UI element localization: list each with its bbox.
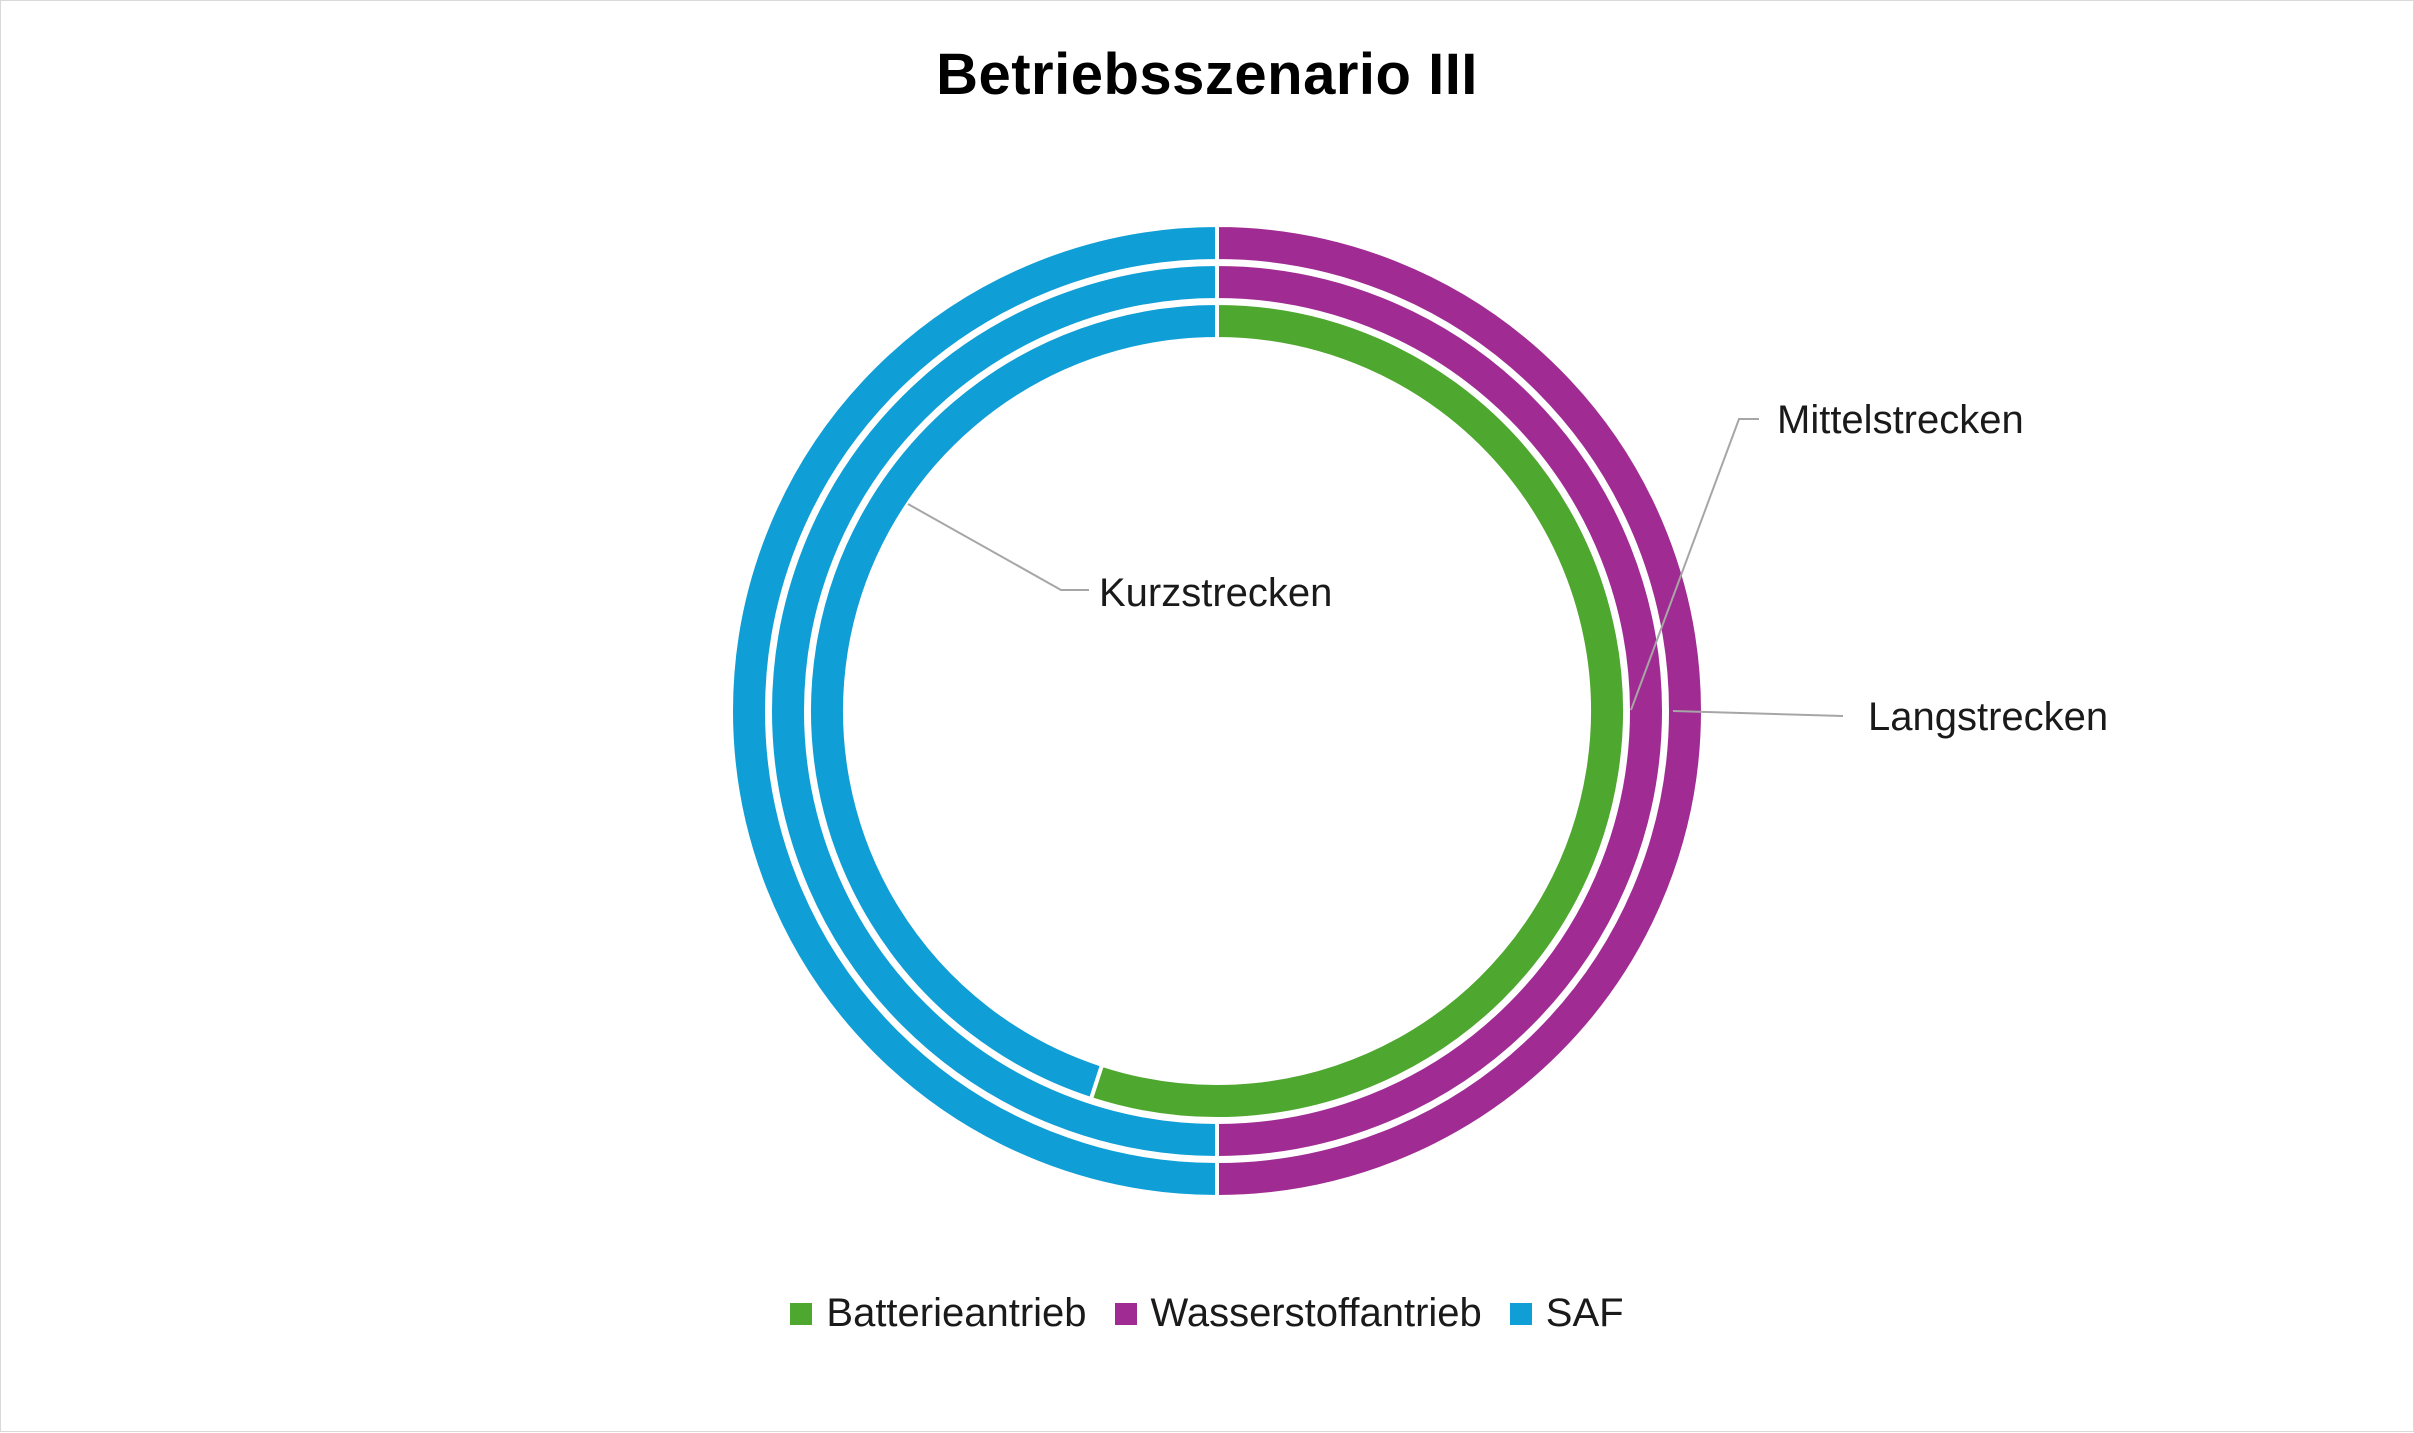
ring-label-langstrecken: Langstrecken bbox=[1868, 695, 2108, 739]
legend-swatch-wasserstoffantrieb bbox=[1114, 1302, 1137, 1325]
legend-swatch-batterieantrieb bbox=[790, 1302, 813, 1325]
leader-line-mittelstrecken bbox=[1630, 418, 1759, 711]
legend-label-saf: SAF bbox=[1545, 1291, 1624, 1335]
chart-legend: Batterieantrieb Wasserstoffantrieb SAF bbox=[1, 1291, 2413, 1336]
ring-label-mittelstrecken: Mittelstrecken bbox=[1777, 398, 2024, 442]
leader-line-langstrecken bbox=[1672, 710, 1844, 717]
legend-item-saf: SAF bbox=[1509, 1291, 1624, 1336]
legend-label-batterieantrieb: Batterieantrieb bbox=[826, 1291, 1087, 1335]
legend-item-batterieantrieb: Batterieantrieb bbox=[790, 1291, 1087, 1336]
ring-label-kurzstrecken: Kurzstrecken bbox=[1099, 571, 1332, 615]
slice-mittelstrecken-saf bbox=[768, 261, 1219, 1161]
legend-item-wasserstoffantrieb: Wasserstoffantrieb bbox=[1114, 1291, 1482, 1336]
slice-langstrecken-saf bbox=[729, 222, 1219, 1200]
slice-kurzstrecken-saf bbox=[807, 300, 1219, 1102]
donut-rings bbox=[729, 222, 1705, 1200]
leader-line-kurzstrecken bbox=[907, 503, 1089, 591]
leader-lines bbox=[907, 418, 1844, 717]
legend-label-wasserstoffantrieb: Wasserstoffantrieb bbox=[1150, 1291, 1482, 1335]
chart-title: Betriebsszenario III bbox=[936, 42, 1478, 107]
legend-swatch-saf bbox=[1509, 1302, 1532, 1325]
